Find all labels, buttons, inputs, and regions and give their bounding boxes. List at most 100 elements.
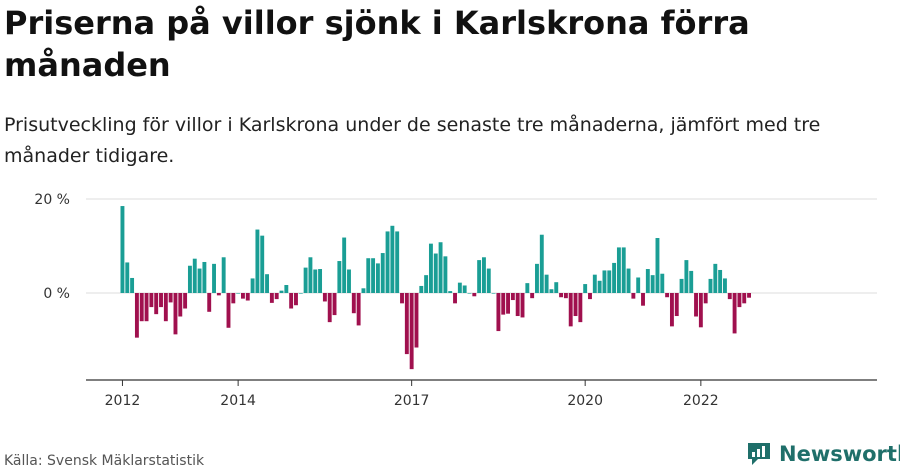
y-tick-label: 0 % [43,286,70,302]
chart-bar [134,293,139,338]
chart-bar [303,267,308,293]
chart-bar [409,293,414,370]
chart-bar [718,269,723,293]
chart-bar [371,258,376,293]
chart-bar [665,293,670,298]
chart-bar [660,273,665,293]
chart-bar [187,265,192,293]
chart-bar [732,293,737,334]
chart-bar [424,275,429,293]
chart-bar [535,263,539,293]
chart-bar [588,293,592,300]
chart-bar [404,293,409,355]
chart-bar [530,293,535,299]
chart-bar [130,277,135,293]
chart-bar [491,293,496,294]
chart-bar [482,257,486,293]
bars-layer [120,206,751,370]
chart-bar [636,277,641,293]
chart-bar [279,290,284,293]
chart-bar [689,270,694,293]
chart-bar [318,269,323,293]
chart-bar [713,263,718,293]
chart-bar [289,293,294,309]
chart-bar [361,288,366,293]
chart-bar [332,293,337,316]
chart-bar [183,293,188,309]
chart-bar [539,234,544,293]
chart-bar [308,257,313,293]
chart-bar [375,263,380,293]
chart-bar [284,285,289,293]
x-tick-label: 2017 [394,393,430,409]
chart-bar [631,293,636,299]
chart-bar [168,293,173,303]
newsworthy-logo-icon [748,443,770,465]
chart-bar [294,293,298,306]
chart-bar [221,257,226,293]
x-tick-label: 2014 [220,393,256,409]
chart-bar [192,258,197,293]
chart-bar [144,293,149,322]
chart-bar [641,293,645,306]
chart-bar [607,270,612,293]
chart-bar [453,293,457,304]
value-annotation: -1 % [752,0,784,4]
chart-bar [694,293,698,317]
chart-bar [457,282,462,293]
chart-bar [202,261,207,293]
axis-layer: 0 % 20 % 2012 2014 2017 2020 2022 -1 % [34,0,877,409]
brand-name: Newsworthy [779,442,900,466]
chart-bar [400,293,404,304]
chart-bar [298,293,303,294]
chart-bar [563,293,568,299]
chart-bar [723,278,727,293]
chart-bar [626,268,631,293]
chart-bar [650,275,655,293]
chart-bar [554,282,559,293]
chart-bar [549,289,554,293]
chart-bar [231,293,236,304]
chart-bar [612,262,617,293]
chart-bar [226,293,231,328]
chart-bar [255,229,260,293]
y-tick-label: 20 % [34,192,70,208]
chart-bar [327,293,332,323]
chart-bar [149,293,154,308]
chart-bar [645,269,650,293]
chart-bar [313,269,318,293]
chart-bar [684,260,689,293]
x-tick-label: 2020 [567,393,603,409]
bar-chart: 0 % 20 % 2012 2014 2017 2020 2022 -1 % [34,0,877,409]
chart-bar [260,235,265,293]
chart-bar [351,293,356,314]
chart-bar [747,293,751,298]
chart-bar [125,262,130,293]
chart-bar [496,293,501,332]
chart-bar [245,293,250,301]
chart-bar [414,293,419,348]
chart-bar [356,293,361,326]
chart-bar [274,293,279,300]
chart-bar [342,237,347,293]
chart-bar [265,274,269,293]
chart-bar [269,293,274,303]
chart-bar [674,293,679,317]
chart-bar [236,293,241,294]
chart-bar [207,293,212,312]
chart-bar [616,247,621,293]
chart-bar [520,293,525,318]
chart-bar [216,293,221,296]
chart-bar [443,256,448,293]
chart-bar [433,253,438,293]
chart-bar [197,268,202,293]
x-tick-label: 2012 [105,393,141,409]
brand-logo[interactable]: Newsworthy [745,440,900,468]
chart-bar [621,247,626,293]
chart-bar [366,258,371,293]
chart-subtitle: Prisutveckling för villor i Karlskrona u… [4,114,821,167]
chart-bar [419,285,424,293]
chart-bar [669,293,674,327]
chart-bar [703,293,708,304]
chart-bar [347,269,351,293]
